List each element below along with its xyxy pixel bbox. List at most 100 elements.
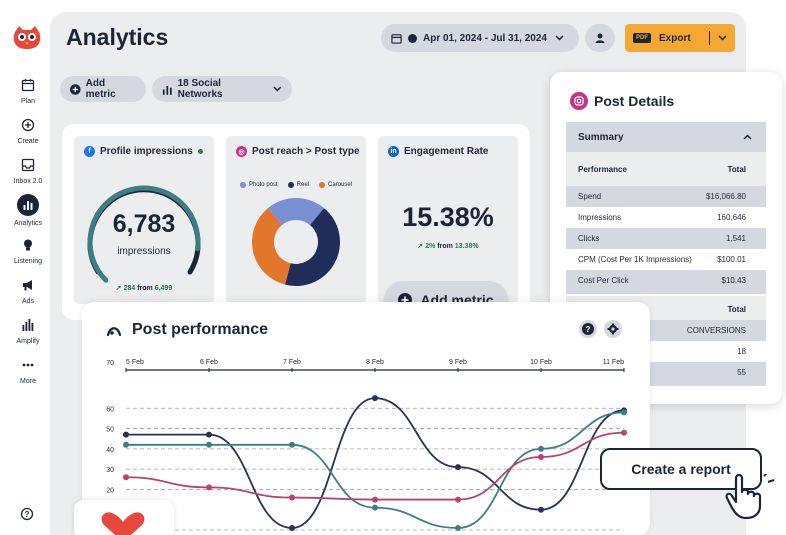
trend-text: from: [137, 285, 153, 292]
trend-up-icon: ➚: [115, 285, 122, 292]
sidebar-item-more[interactable]: More: [0, 358, 56, 385]
sidebar-item-ads[interactable]: Ads: [0, 278, 56, 305]
sidebar-item-amplify[interactable]: Amplify: [0, 318, 56, 345]
page-title: Analytics: [66, 24, 169, 50]
chevron-down-icon: [718, 35, 727, 41]
add-metric-button[interactable]: Add metric: [60, 76, 146, 102]
sidebar-item-create[interactable]: Create: [0, 118, 56, 145]
engagement-title-text: Engagement Rate: [404, 146, 489, 157]
divider: [709, 31, 710, 45]
series-point: [538, 445, 544, 452]
col-total: Total: [727, 164, 746, 174]
user-icon: [595, 33, 605, 43]
sidebar-item-label: Analytics: [13, 220, 42, 227]
table-row: Clicks 1,541: [566, 228, 766, 249]
engagement-rate-tile[interactable]: in Engagement Rate 15.38% ➚ 2% from 13.3…: [378, 136, 518, 304]
pointer-hand-icon: [725, 474, 775, 520]
series-point: [621, 429, 627, 436]
sidebar-item-label: Listening: [13, 258, 43, 265]
table-row: Impressions 160,646: [566, 207, 766, 228]
donut-slice-photo-post: [267, 198, 325, 226]
y-tick-label: 50: [106, 427, 114, 434]
reaction-card: [74, 500, 174, 535]
trend-value: 284: [123, 285, 136, 292]
series-point: [372, 395, 378, 402]
sidebar-item-label: Amplify: [16, 338, 40, 345]
gauge: [87, 185, 201, 283]
bar-chart-icon: [23, 201, 33, 210]
sidebar-item-plan[interactable]: Plan: [0, 78, 56, 105]
heart-icon: [101, 512, 145, 535]
legend-carousel: Carousel: [319, 182, 352, 188]
profile-trend: ➚ 284 from 6,499: [74, 284, 214, 292]
export-button[interactable]: PDF Export: [625, 24, 735, 52]
series-point: [455, 496, 461, 503]
plus-circle-icon: [21, 118, 35, 132]
table-row: CPM (Cost Per 1K Impressions) $100.01: [566, 249, 766, 270]
series-point: [372, 504, 378, 511]
help-icon: ?: [582, 323, 594, 335]
metric-title: ◎ Post reach > Post type: [236, 146, 360, 157]
active-indicator: [17, 194, 39, 216]
x-tick-label: 5 Feb: [126, 359, 144, 366]
sidebar-item-inbox[interactable]: Inbox 2.0: [0, 158, 56, 185]
post-details-title-text: Post Details: [594, 93, 675, 109]
series-point: [289, 441, 295, 448]
summary-header[interactable]: Summary: [566, 122, 766, 152]
calendar-icon: [391, 33, 402, 44]
series-point: [123, 474, 129, 481]
profile-impressions-tile[interactable]: f Profile impressions 6,783 impressions …: [74, 136, 214, 304]
y-tick-label: 30: [106, 467, 114, 474]
post-details-title: Post Details: [570, 92, 674, 110]
col-performance: Performance: [578, 164, 627, 174]
profile-unit: impressions: [117, 246, 171, 257]
settings-button[interactable]: [604, 320, 622, 338]
owl-logo-icon[interactable]: [12, 24, 42, 50]
reach-title-text: Post reach > Post type: [252, 146, 360, 157]
table-header: Performance Total: [566, 152, 766, 186]
date-range-picker[interactable]: Apr 01, 2024 - Jul 31, 2024: [381, 24, 579, 52]
social-networks-dropdown[interactable]: 18 Social Networks: [152, 76, 292, 102]
series-point: [289, 494, 295, 501]
engagement-trend: ➚ 2% from 13.38%: [378, 242, 518, 250]
post-reach-tile[interactable]: ◎ Post reach > Post type Photo post Reel…: [226, 136, 366, 304]
series-point: [123, 431, 129, 438]
user-filter-button[interactable]: [585, 24, 615, 52]
sidebar-item-label: Ads: [21, 298, 35, 305]
sidebar-item-analytics[interactable]: Analytics: [0, 194, 56, 227]
donut-chart: [252, 198, 340, 286]
inbox-icon: [21, 158, 35, 172]
help-button[interactable]: ?: [579, 320, 597, 338]
live-dot-icon: [197, 149, 203, 154]
series-point: [289, 524, 295, 531]
sidebar-item-label: Create: [17, 138, 39, 145]
range-dot-icon: [408, 33, 417, 43]
summary-label: Summary: [578, 131, 624, 143]
svg-text:?: ?: [586, 325, 591, 334]
legend-photo: Photo post: [239, 182, 278, 188]
add-metric-label: Add metric: [85, 78, 116, 100]
y-tick-label: 60: [106, 406, 114, 413]
sidebar-item-label: Plan: [20, 98, 35, 105]
y-tick-label: 20: [106, 487, 114, 494]
engagement-value: 15.38%: [402, 202, 494, 232]
performance-icon: [106, 327, 122, 337]
donut-slice-carousel: [252, 208, 291, 285]
series-point: [206, 441, 212, 448]
plus-circle-icon: [70, 83, 81, 95]
calendar-icon: [21, 79, 35, 92]
sidebar-item-listening[interactable]: Listening: [0, 238, 56, 265]
series-point: [538, 453, 544, 460]
help-icon[interactable]: ?: [20, 507, 34, 521]
export-label: Export: [659, 32, 691, 44]
series-point: [538, 506, 544, 513]
x-tick-label: 10 Feb: [530, 359, 552, 366]
profile-title-text: Profile impressions: [100, 146, 193, 157]
bar-chart-icon: [162, 85, 172, 95]
amplify-bars-icon: [22, 319, 34, 331]
linkedin-icon: in: [388, 146, 399, 157]
donut-slice-reel: [285, 208, 340, 286]
table-row: Cost Per Click $10.43: [566, 270, 766, 291]
megaphone-icon: [23, 280, 32, 291]
